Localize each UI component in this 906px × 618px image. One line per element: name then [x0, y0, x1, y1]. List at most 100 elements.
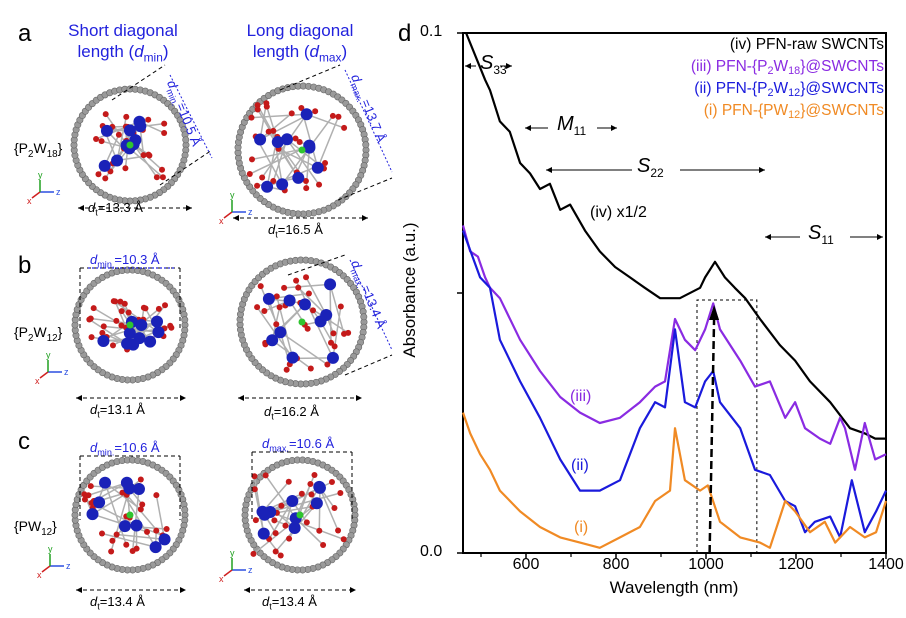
b-short-oxygen-atom [125, 309, 132, 316]
c-long-bond [318, 486, 339, 531]
t: 12 [46, 332, 58, 344]
t: 11 [821, 233, 834, 247]
c-short-bond [104, 482, 128, 545]
c-short-oxygen-atom [153, 492, 160, 499]
c-short-oxygen-atom [137, 476, 144, 483]
b-long-oxygen-atom [293, 277, 300, 284]
a-short-oxygen-atom [98, 138, 105, 145]
a-long-oxygen-atom [292, 135, 299, 142]
dmin-a-leaders [111, 64, 213, 186]
dmin-b: dmin.=10.3 Å [90, 252, 160, 270]
t: }@SWCNTs [800, 102, 884, 119]
b-long-oxygen-atom [305, 290, 312, 297]
a-short-oxygen-atom [159, 166, 166, 173]
dt-c2: dt=13.4 Å [262, 594, 317, 612]
a-long-oxygen-atom [259, 174, 266, 181]
t: d [262, 436, 270, 451]
b-long-tungsten-atom [274, 326, 287, 339]
t: }@SWCNTs [800, 80, 884, 97]
b-long-bond [279, 331, 328, 366]
c-long-oxygen-atom [308, 491, 315, 498]
a-long-oxygen-atom [254, 102, 261, 109]
ytick-label-0.1: 0.1 [420, 23, 443, 40]
b-long-bond [295, 280, 334, 359]
c-long-oxygen-atom [320, 541, 327, 548]
s22-arrow-left-head [546, 167, 552, 173]
b-long-tungsten-atom [298, 298, 311, 311]
b-long-oxygen-atom [254, 304, 261, 311]
a-long-oxygen-atom [263, 100, 270, 107]
b-short-oxygen-atom [112, 298, 119, 305]
t: {PW [14, 518, 42, 534]
t: 12 [41, 526, 53, 538]
c-short-phosphorus-atom [126, 511, 134, 519]
a-long-oxygen-atom [254, 106, 261, 113]
t: =10.3 Å [114, 252, 160, 267]
header-short-diagonal: Short diagonal length (dmin) [58, 20, 188, 68]
s33-arrow-left-head [465, 63, 471, 69]
c-long-tungsten-atom [286, 494, 299, 507]
c-short-tungsten-atom [149, 541, 162, 554]
c-short-tungsten-atom [99, 476, 112, 489]
dt-a1: dt=13.3 Å [88, 200, 143, 218]
a-long-bond [286, 138, 320, 186]
a-long-oxygen-atom [303, 185, 310, 192]
annotation-m11: M11 [557, 113, 586, 138]
ytick-label-0.0: 0.0 [420, 543, 443, 560]
a-short-oxygen-atom [161, 120, 168, 127]
c-long-oxygen-atom [262, 472, 269, 479]
curve-label-iv: (iv) x1/2 [590, 204, 647, 221]
c-long-bond [295, 517, 324, 546]
xtick-label: 1000 [688, 556, 724, 573]
a-long-tungsten-atom [281, 133, 294, 146]
b-short-bond [88, 318, 128, 345]
xtick-label: 600 [512, 556, 540, 573]
a-short-oxygen-atom [95, 171, 102, 178]
t: d [90, 402, 98, 417]
t: W [33, 324, 47, 340]
c-short-tungsten-atom [130, 519, 143, 532]
b-long-oxygen-atom [310, 307, 317, 314]
axes-b-x-axis [39, 371, 49, 379]
b-long-bond [305, 276, 327, 316]
t: 33 [493, 63, 507, 77]
curve-label-ii: (ii) [571, 457, 589, 474]
t: d [88, 200, 96, 215]
t: S [637, 155, 651, 177]
a-long-oxygen-atom [329, 112, 336, 119]
b-long-carbon-atom [360, 313, 368, 321]
t: 2 [767, 87, 774, 99]
c-long-oxygen-atom [285, 478, 292, 485]
c-short-oxygen-atom [81, 496, 88, 503]
dt-b1: dt=13.1 Å [90, 402, 145, 420]
b-long-oxygen-atom [307, 365, 314, 372]
t: d [268, 222, 276, 237]
c-long-oxygen-atom [316, 527, 323, 534]
c-short-oxygen-atom [123, 541, 130, 548]
b-short-oxygen-atom [88, 334, 95, 341]
a-long-bond [259, 112, 293, 141]
b-short-oxygen-atom [162, 302, 169, 309]
c-short-tungsten-atom [118, 520, 131, 533]
b-long-oxygen-atom [324, 361, 331, 368]
t: =10.6 Å [288, 436, 335, 451]
a-long-oxygen-atom [270, 177, 277, 184]
b-long-tungsten-atom [324, 278, 337, 291]
c-short-oxygen-atom [99, 530, 106, 537]
curve-label-i: (i) [574, 519, 589, 536]
dmax-c: dmax.=10.6 Å [262, 436, 334, 454]
t: d [90, 252, 98, 267]
b-short-tungsten-atom [152, 326, 165, 339]
b-short-oxygen-atom [90, 305, 97, 312]
curve-label-iii: (iii) [570, 388, 592, 405]
t: {P [14, 324, 29, 340]
c-short-carbon-atom [181, 506, 189, 514]
dmax-b-leaders [287, 254, 393, 376]
b-long-oxygen-atom [257, 283, 264, 290]
c-short-oxygen-atom [144, 528, 151, 535]
t: {P [14, 140, 29, 156]
c-long-tungsten-atom [257, 527, 270, 540]
a-long-tungsten-atom [254, 133, 267, 146]
b-short-oxygen-atom [155, 305, 162, 312]
b-short-oxygen-atom [113, 317, 120, 324]
